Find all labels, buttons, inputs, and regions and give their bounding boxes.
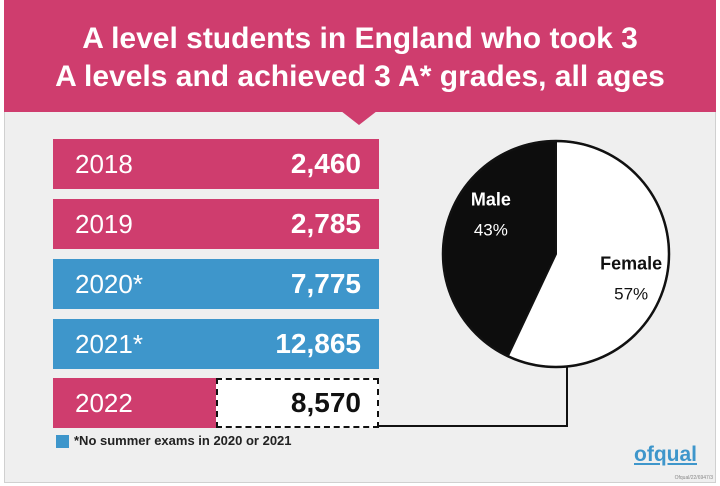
table-row-2020: 2020* 7,775 — [53, 259, 379, 309]
chart-title: A level students in England who took 3 A… — [4, 20, 716, 96]
year-label: 2021* — [75, 329, 143, 359]
student-count: 8,570 — [290, 387, 361, 418]
title-banner: A level students in England who took 3 A… — [4, 0, 716, 112]
student-count: 7,775 — [290, 268, 361, 299]
reference-code: Ofqual/22/6947/3 — [674, 475, 713, 481]
table-row-2021: 2021* 12,865 — [53, 319, 379, 369]
student-count: 12,865 — [275, 328, 361, 359]
table-row-2019: 2019 2,785 — [53, 199, 379, 249]
student-count: 2,460 — [290, 148, 361, 179]
legend-swatch — [56, 435, 69, 448]
pie-outline — [441, 139, 671, 369]
banner-pointer — [341, 111, 377, 125]
year-label: 2019 — [75, 209, 133, 239]
title-line-1: A level students in England who took 3 — [82, 22, 638, 55]
year-label: 2022 — [75, 388, 133, 418]
title-line-2: A levels and achieved 3 A* grades, all a… — [55, 60, 665, 93]
highlight-value-box — [216, 378, 379, 428]
year-label: 2018 — [75, 149, 133, 179]
student-count: 2,785 — [290, 208, 361, 239]
pie-percent-female: 57% — [614, 284, 648, 303]
legend-note: *No summer exams in 2020 or 2021 — [74, 433, 292, 448]
ofqual-logo[interactable]: ofqual — [634, 443, 697, 466]
connector-line — [379, 367, 568, 427]
pie-percent-male: 43% — [474, 221, 508, 240]
year-label: 2020* — [75, 269, 143, 299]
table-row-2022: 2022 8,570 — [53, 378, 379, 428]
pie-label-male: Male — [471, 190, 511, 210]
pie-label-female: Female — [600, 253, 662, 273]
table-row-2018: 2018 2,460 — [53, 139, 379, 189]
